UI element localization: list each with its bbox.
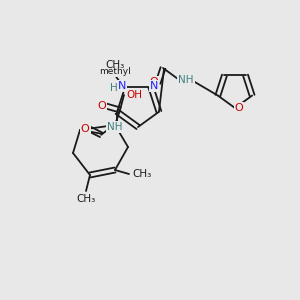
Text: O: O [235,103,243,113]
Text: OH: OH [126,90,142,100]
Text: N: N [150,81,158,91]
Text: N: N [118,81,126,91]
Text: O: O [98,101,106,111]
Text: NH: NH [107,122,123,132]
Text: O: O [81,124,89,134]
Text: CH₃: CH₃ [105,60,125,70]
Text: H: H [110,83,118,93]
Text: NH: NH [178,75,194,85]
Text: CH₃: CH₃ [132,169,151,179]
Text: O: O [150,77,158,87]
Text: CH₃: CH₃ [76,194,96,204]
Text: methyl: methyl [99,67,131,76]
